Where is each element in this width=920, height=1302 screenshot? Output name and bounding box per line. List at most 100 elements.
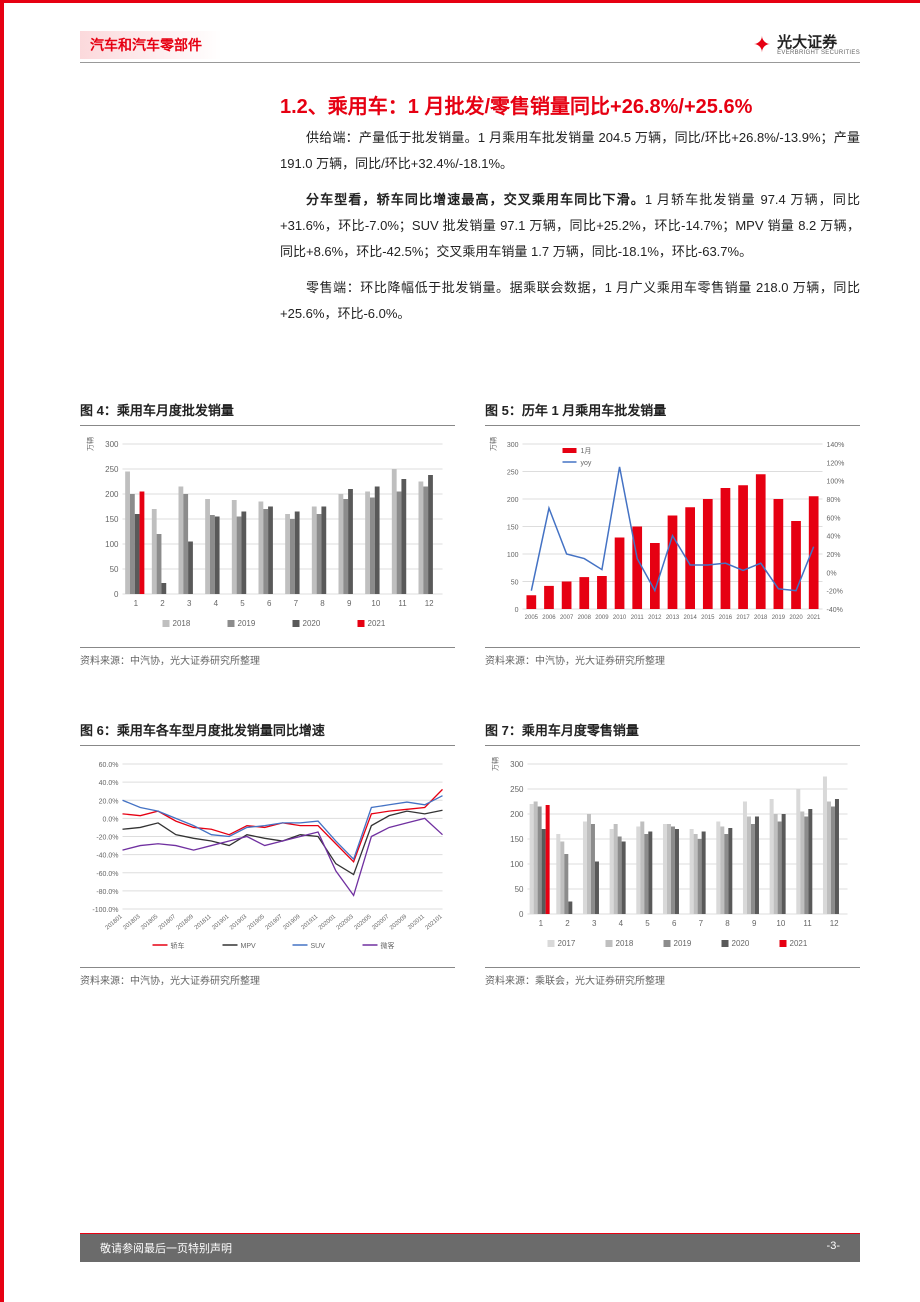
svg-text:2020: 2020 [732, 939, 750, 948]
fig7-chart: 050100150200250300万辆12345678910111220172… [485, 754, 860, 954]
fig7-source: 资料来源：乘联会，光大证券研究所整理 [485, 967, 860, 987]
svg-text:40%: 40% [827, 534, 841, 541]
header-rule [80, 62, 860, 63]
svg-text:150: 150 [507, 525, 519, 532]
svg-text:2008: 2008 [578, 615, 592, 621]
svg-text:201901: 201901 [211, 914, 231, 932]
svg-text:9: 9 [347, 599, 352, 608]
svg-text:4: 4 [214, 599, 219, 608]
section-body: 供给端：产量低于批发销量。1 月乘用车批发销量 204.5 万辆，同比/环比+2… [280, 125, 860, 337]
svg-text:0%: 0% [827, 570, 837, 577]
svg-text:7: 7 [699, 919, 704, 928]
logo-brand-cn: 光大证券 [777, 35, 860, 50]
svg-text:202003: 202003 [336, 914, 356, 932]
svg-text:202005: 202005 [353, 914, 373, 932]
logo: ✦ 光大证券 EVERBRIGHT SECURITIES [753, 32, 860, 58]
svg-text:MPV: MPV [241, 943, 257, 950]
svg-text:10: 10 [776, 919, 785, 928]
fig6-container: 图 6：乘用车各车型月度批发销量同比增速 -100.0%-80.0%-60.0%… [80, 720, 455, 987]
svg-text:2015: 2015 [701, 615, 715, 621]
svg-text:140%: 140% [827, 442, 845, 449]
svg-text:201803: 201803 [122, 914, 142, 932]
svg-text:201903: 201903 [229, 914, 249, 932]
svg-text:2014: 2014 [683, 615, 697, 621]
fig7-title: 图 7：乘用车月度零售销量 [485, 720, 860, 746]
svg-text:2012: 2012 [648, 615, 662, 621]
page-footer: 敬请参阅最后一页特别声明 -3- [80, 1233, 860, 1262]
fig5-container: 图 5：历年 1 月乘用车批发销量 050100150200250300-40%… [485, 400, 860, 667]
svg-text:-20.0%: -20.0% [96, 835, 118, 842]
svg-text:20%: 20% [827, 552, 841, 559]
svg-text:2020: 2020 [789, 615, 803, 621]
svg-text:-40%: -40% [827, 607, 843, 614]
fig5-chart: 050100150200250300-40%-20%0%20%40%60%80%… [485, 434, 860, 634]
svg-text:250: 250 [507, 470, 519, 477]
svg-text:12: 12 [425, 599, 434, 608]
svg-text:202101: 202101 [425, 914, 445, 932]
category-label: 汽车和汽车零部件 [80, 31, 222, 59]
svg-text:-100.0%: -100.0% [92, 907, 118, 914]
svg-text:201805: 201805 [140, 914, 160, 932]
svg-text:2020: 2020 [303, 619, 321, 628]
svg-text:2011: 2011 [631, 615, 645, 621]
svg-text:120%: 120% [827, 460, 845, 467]
svg-text:100: 100 [105, 540, 119, 549]
svg-text:201909: 201909 [282, 914, 302, 932]
svg-text:2018: 2018 [754, 615, 768, 621]
svg-text:201911: 201911 [300, 914, 319, 932]
svg-text:2005: 2005 [525, 615, 539, 621]
svg-text:SUV: SUV [311, 943, 326, 950]
para-2-lead: 分车型看，轿车同比增速最高，交叉乘用车同比下滑。 [306, 192, 645, 207]
svg-text:8: 8 [725, 919, 730, 928]
svg-text:4: 4 [619, 919, 624, 928]
charts-row-2: 图 6：乘用车各车型月度批发销量同比增速 -100.0%-80.0%-60.0%… [80, 720, 860, 987]
para-1: 供给端：产量低于批发销量。1 月乘用车批发销量 204.5 万辆，同比/环比+2… [280, 125, 860, 177]
svg-text:12: 12 [830, 919, 839, 928]
svg-text:-80.0%: -80.0% [96, 889, 118, 896]
svg-text:100: 100 [510, 860, 524, 869]
svg-text:6: 6 [267, 599, 272, 608]
fig4-title: 图 4：乘用车月度批发销量 [80, 400, 455, 426]
left-decor-strip [0, 0, 4, 1302]
svg-text:202009: 202009 [389, 914, 409, 932]
svg-text:3: 3 [592, 919, 597, 928]
svg-text:1月: 1月 [581, 447, 592, 455]
svg-text:40.0%: 40.0% [99, 780, 119, 787]
svg-text:250: 250 [510, 785, 524, 794]
svg-text:0.0%: 0.0% [103, 816, 119, 823]
svg-text:7: 7 [294, 599, 299, 608]
svg-text:202007: 202007 [371, 914, 391, 932]
svg-text:201809: 201809 [176, 914, 196, 932]
fig4-container: 图 4：乘用车月度批发销量 050100150200250300万辆123456… [80, 400, 455, 667]
svg-text:8: 8 [320, 599, 325, 608]
svg-text:3: 3 [187, 599, 192, 608]
svg-text:201905: 201905 [247, 914, 267, 932]
svg-text:2006: 2006 [542, 615, 556, 621]
svg-text:300: 300 [105, 440, 119, 449]
svg-text:150: 150 [510, 835, 524, 844]
fig4-source: 资料来源：中汽协，光大证券研究所整理 [80, 647, 455, 667]
svg-text:5: 5 [240, 599, 245, 608]
svg-text:0: 0 [519, 910, 524, 919]
svg-text:2018: 2018 [173, 619, 191, 628]
svg-text:201907: 201907 [265, 914, 285, 932]
svg-text:300: 300 [507, 442, 519, 449]
footer-note: 敬请参阅最后一页特别声明 [100, 1240, 232, 1256]
svg-text:微客: 微客 [381, 941, 395, 950]
para-3: 零售端：环比降幅低于批发销量。据乘联会数据，1 月广义乘用车零售销量 218.0… [280, 275, 860, 327]
footer-page: -3- [827, 1240, 840, 1256]
svg-text:6: 6 [672, 919, 677, 928]
svg-text:200: 200 [105, 490, 119, 499]
svg-text:11: 11 [803, 919, 812, 928]
svg-text:2013: 2013 [666, 615, 680, 621]
svg-text:-40.0%: -40.0% [96, 853, 118, 860]
svg-text:万辆: 万辆 [491, 757, 500, 771]
svg-text:0: 0 [114, 590, 119, 599]
svg-text:2017: 2017 [558, 939, 576, 948]
svg-text:200: 200 [507, 497, 519, 504]
svg-text:1: 1 [134, 599, 139, 608]
svg-text:万辆: 万辆 [86, 437, 95, 451]
svg-text:轿车: 轿车 [171, 941, 185, 950]
svg-text:20.0%: 20.0% [99, 798, 119, 805]
svg-text:250: 250 [105, 465, 119, 474]
